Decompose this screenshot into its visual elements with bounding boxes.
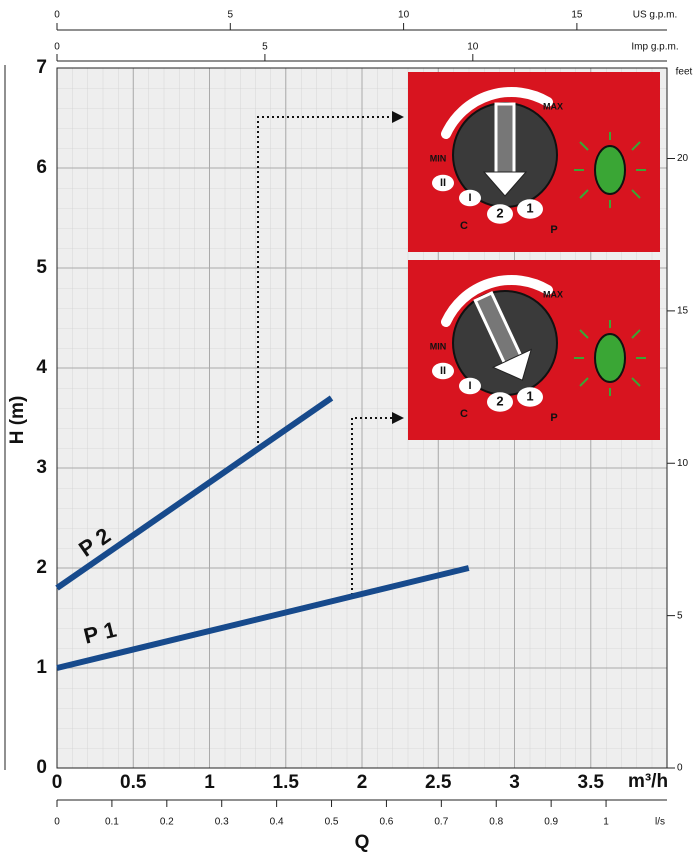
y-tick-label: 2 [36, 557, 47, 578]
panel-label: MAX [543, 289, 563, 299]
x-tick-label: 3 [509, 772, 520, 793]
setting-badge [517, 387, 543, 407]
tick-label: 5 [228, 10, 234, 21]
setting-badge [517, 199, 543, 219]
y-tick-label: 3 [36, 457, 47, 478]
panel-label: II [440, 177, 446, 189]
setting-badge [487, 204, 513, 224]
plot-frame [56, 67, 668, 769]
tick-label: 15 [571, 10, 583, 21]
right-tick-label: 10 [677, 458, 689, 469]
y-tick-label: 6 [36, 157, 47, 178]
tick-label: 0.8 [489, 817, 503, 828]
x-tick-label: 1 [204, 772, 215, 793]
led-ray [579, 329, 589, 339]
panel-label: I [468, 380, 471, 392]
panel-label: C [460, 220, 468, 232]
led-ray [579, 189, 589, 199]
pump-curve [56, 565, 470, 671]
x-tick-label: 3.5 [578, 772, 605, 793]
setting-badge [459, 189, 481, 207]
panel-label: 1 [526, 200, 533, 215]
dial-pointer [473, 290, 533, 381]
status-led [594, 333, 626, 383]
dial-arc [441, 87, 553, 139]
leader-line [257, 116, 392, 443]
setting-badge [432, 362, 454, 380]
tick-label: 0.7 [434, 817, 448, 828]
y-tick-label: 1 [36, 657, 47, 678]
led-ray [631, 141, 641, 151]
tick-label: 0.9 [544, 817, 558, 828]
led-ray [579, 141, 589, 151]
tick-label: 0.2 [160, 817, 174, 828]
y-tick-label: 4 [36, 357, 47, 378]
axis-label: US g.p.m. [633, 10, 677, 21]
setting-badge [487, 392, 513, 412]
tick-label: 0 [54, 10, 60, 21]
dial-pointer [482, 102, 528, 197]
led-ray [631, 329, 641, 339]
pointer-head [482, 171, 528, 197]
pointer-head [491, 348, 533, 381]
panel-label: P [550, 224, 557, 236]
y-axis-label: H (m) [7, 396, 28, 445]
x-axis-label: Q [355, 832, 370, 853]
led-ray [579, 377, 589, 387]
y-tick-label: 7 [36, 57, 47, 78]
leader-arrowhead [392, 111, 404, 123]
tick-label: 0.1 [105, 817, 119, 828]
tick-label: 0 [54, 42, 60, 53]
x-tick-label: 1.5 [273, 772, 300, 793]
tick-label: 10 [467, 42, 479, 53]
tick-label: 0.5 [325, 817, 339, 828]
right-tick-label: 20 [677, 153, 689, 164]
dial-arc [441, 275, 553, 327]
panel-label: MIN [430, 153, 447, 163]
panel-label: 2 [496, 205, 503, 220]
tick-label: 0.4 [270, 817, 284, 828]
tick-label: 10 [398, 10, 410, 21]
right-tick-label: 0 [677, 763, 683, 774]
y-tick-label: 0 [36, 757, 47, 778]
tick-label: 0.6 [379, 817, 393, 828]
panel-label: MAX [543, 101, 563, 111]
setting-badge [459, 377, 481, 395]
panel-label: 2 [496, 393, 503, 408]
panel-label: II [440, 365, 446, 377]
pump-curve [55, 395, 334, 591]
status-led [594, 145, 626, 195]
leader-arrowhead [392, 412, 404, 424]
led-ray [631, 189, 641, 199]
x-tick-label: 2 [357, 772, 368, 793]
right-axis-label: feet [676, 67, 693, 78]
axis-label: l/s [655, 817, 665, 828]
panel-label: MIN [430, 341, 447, 351]
panel-label: 1 [526, 388, 533, 403]
right-tick-label: 5 [677, 610, 683, 621]
tick-label: 1 [603, 817, 609, 828]
tick-label: 0.3 [215, 817, 229, 828]
right-tick-label: 15 [677, 306, 689, 317]
panel-label: P [550, 412, 557, 424]
x-axis-unit: m³/h [628, 771, 668, 792]
x-tick-label: 0.5 [120, 772, 147, 793]
tick-label: 0 [54, 817, 60, 828]
panel-label: C [460, 408, 468, 420]
axis-label: Imp g.p.m. [631, 42, 678, 53]
x-tick-label: 2.5 [425, 772, 452, 793]
tick-label: 5 [262, 42, 268, 53]
pointer-shaft [494, 102, 516, 176]
led-ray [631, 377, 641, 387]
x-tick-label: 0 [52, 772, 63, 793]
panel-label: I [468, 192, 471, 204]
leader-line [351, 417, 392, 595]
setting-badge [432, 174, 454, 192]
y-tick-label: 5 [36, 257, 47, 278]
